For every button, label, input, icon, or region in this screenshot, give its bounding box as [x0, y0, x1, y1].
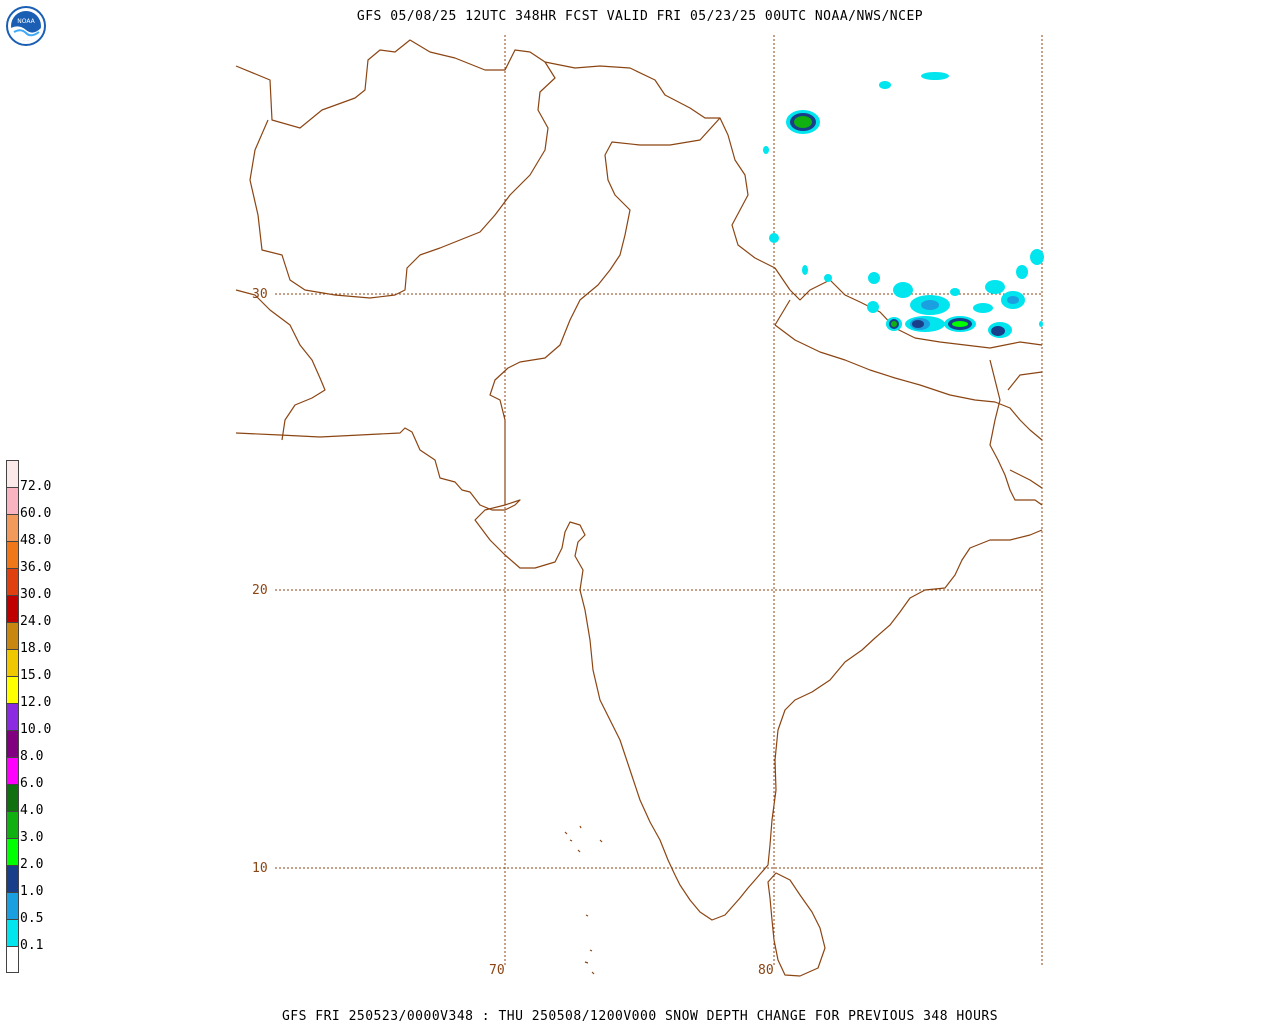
lon-label-80: 80	[758, 963, 774, 978]
india-coastline	[235, 427, 1043, 921]
chart-title: GFS 05/08/25 12UTC 348HR FCST VALID FRI …	[356, 9, 924, 24]
colorbar-swatch	[6, 568, 19, 595]
colorbar-label: 72.0	[20, 479, 52, 494]
lon-label-70: 70	[489, 963, 505, 978]
noaa-logo-icon: NOAA	[6, 6, 46, 46]
colorbar-label: 6.0	[20, 776, 44, 791]
colorbar-label: 60.0	[20, 506, 52, 521]
colorbar-label: 15.0	[20, 668, 52, 683]
colorbar-swatch	[6, 487, 19, 514]
graticule	[275, 35, 1043, 965]
snow-patch	[952, 321, 968, 327]
snow-patch	[985, 280, 1005, 294]
snow-patch	[868, 272, 880, 284]
colorbar-swatch	[6, 649, 19, 676]
snow-patch	[802, 265, 808, 275]
logo-text: NOAA	[17, 18, 35, 25]
snow-patch	[891, 321, 897, 327]
snow-patch	[893, 282, 913, 298]
colorbar-label: 1.0	[20, 884, 44, 899]
snow-patch	[1016, 265, 1028, 279]
colorbar-label: 0.5	[20, 911, 44, 926]
pakistan-border	[489, 61, 791, 505]
colorbar-swatch	[6, 838, 19, 865]
colorbar-label: 12.0	[20, 695, 52, 710]
lat-label-20: 20	[252, 583, 268, 598]
snow-patch	[912, 320, 924, 328]
colorbar-label: 10.0	[20, 722, 52, 737]
lat-label-10: 10	[252, 861, 268, 876]
colorbar-swatch	[6, 730, 19, 757]
snow-patch	[763, 146, 769, 154]
colorbar-swatch	[6, 622, 19, 649]
lakshadweep-islands	[564, 825, 603, 975]
colorbar	[6, 460, 19, 973]
colorbar-label: 2.0	[20, 857, 44, 872]
colorbar-swatch	[6, 541, 19, 568]
snow-patch	[867, 301, 879, 313]
colorbar-label: 18.0	[20, 641, 52, 656]
colorbar-label: 30.0	[20, 587, 52, 602]
chart-caption: GFS FRI 250523/0000V348 : THU 250508/120…	[281, 1009, 999, 1024]
snow-patch	[769, 233, 779, 243]
colorbar-swatch	[6, 676, 19, 703]
bangladesh-border	[989, 359, 1043, 506]
sri-lanka-outline	[767, 872, 826, 977]
coastline-and-borders	[235, 39, 1043, 977]
colorbar-label: 3.0	[20, 830, 44, 845]
colorbar-label: 4.0	[20, 803, 44, 818]
colorbar-swatch	[6, 946, 19, 973]
snow-patch	[921, 300, 939, 310]
iran-border	[235, 289, 326, 441]
lat-label-30: 30	[252, 287, 268, 302]
snow-patch	[879, 81, 891, 89]
colorbar-label: 24.0	[20, 614, 52, 629]
snow-patch	[950, 288, 960, 296]
colorbar-swatch	[6, 784, 19, 811]
snow-patch	[973, 303, 993, 313]
colorbar-swatch	[6, 757, 19, 784]
colorbar-label: 0.1	[20, 938, 44, 953]
snow-patch	[1030, 249, 1044, 265]
colorbar-label: 48.0	[20, 533, 52, 548]
snow-patch	[824, 274, 832, 282]
snow-patch	[921, 72, 949, 80]
snow-patch	[1039, 321, 1043, 327]
colorbar-swatch	[6, 460, 19, 487]
snow-patch	[991, 326, 1005, 336]
colorbar-swatch	[6, 595, 19, 622]
colorbar-swatch	[6, 919, 19, 946]
colorbar-swatch	[6, 811, 19, 838]
colorbar-swatch	[6, 514, 19, 541]
afghanistan-border	[235, 39, 556, 299]
colorbar-swatch	[6, 703, 19, 730]
colorbar-label: 36.0	[20, 560, 52, 575]
snow-depth-patches	[763, 72, 1044, 338]
snow-patch	[1007, 296, 1019, 304]
nepal-border	[774, 279, 1043, 441]
snow-patch	[794, 116, 812, 128]
colorbar-swatch	[6, 892, 19, 919]
colorbar-swatch	[6, 865, 19, 892]
colorbar-label: 8.0	[20, 749, 44, 764]
